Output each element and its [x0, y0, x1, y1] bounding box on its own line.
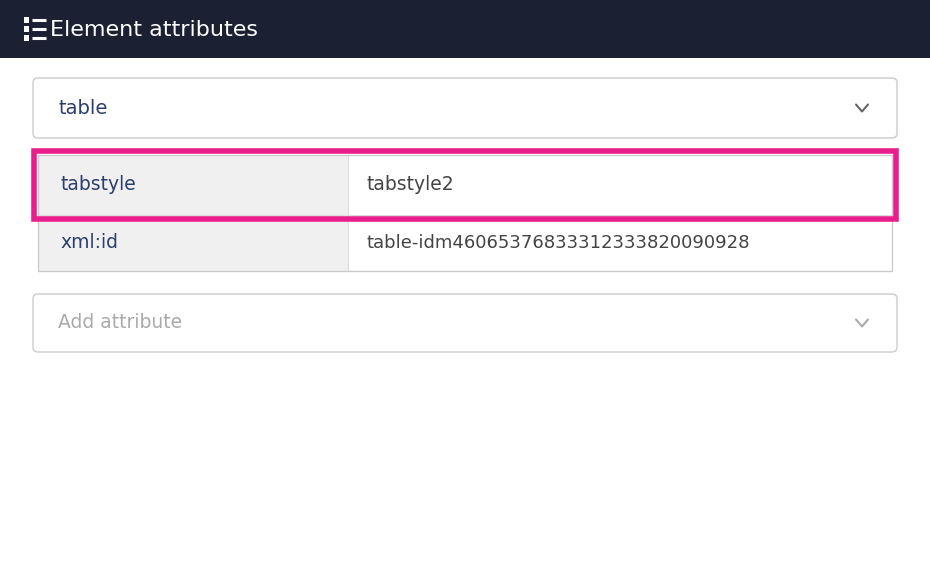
Bar — [24, 35, 29, 41]
Bar — [38, 155, 892, 271]
Bar — [348, 155, 892, 215]
Bar — [38, 215, 348, 271]
Bar — [24, 17, 29, 23]
Text: tabstyle2: tabstyle2 — [366, 175, 454, 195]
Bar — [34, 151, 896, 219]
Bar — [24, 26, 29, 32]
FancyBboxPatch shape — [33, 294, 897, 352]
Text: Element attributes: Element attributes — [50, 20, 258, 39]
Text: xml:id: xml:id — [60, 233, 118, 253]
Bar — [0, 58, 930, 564]
Bar — [0, 0, 930, 58]
Bar — [348, 215, 892, 271]
Text: table: table — [58, 99, 107, 117]
Text: table-idm46065376833312333820090928: table-idm46065376833312333820090928 — [366, 234, 750, 252]
FancyBboxPatch shape — [33, 78, 897, 138]
Bar — [38, 155, 348, 215]
Text: tabstyle: tabstyle — [60, 175, 136, 195]
Text: Add attribute: Add attribute — [58, 314, 182, 333]
